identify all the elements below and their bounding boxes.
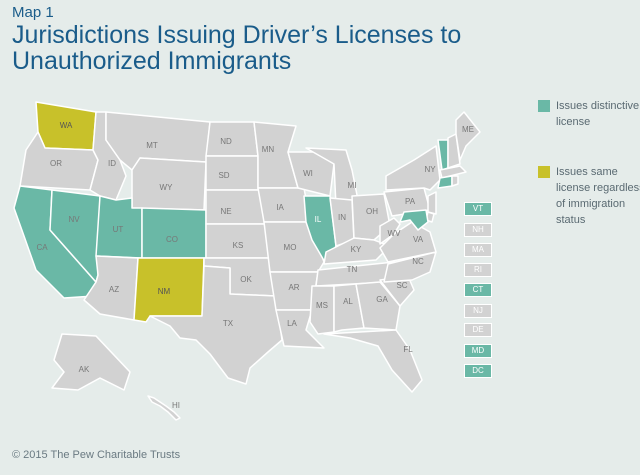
label-az: AZ — [109, 285, 119, 294]
label-hi: HI — [172, 401, 180, 410]
state-mo — [263, 221, 325, 273]
label-ne: NE — [220, 207, 231, 216]
label-ny: NY — [424, 165, 436, 174]
label-ca: CA — [36, 243, 48, 252]
label-tx: TX — [223, 319, 234, 328]
ne-box-ri: RI — [464, 263, 492, 277]
state-ia — [257, 187, 311, 223]
label-wi: WI — [303, 169, 313, 178]
label-ky: KY — [351, 245, 362, 254]
state-nj — [427, 191, 437, 215]
label-la: LA — [287, 319, 297, 328]
state-vt — [437, 139, 449, 171]
label-wa: WA — [60, 121, 73, 130]
state-hi — [147, 395, 181, 421]
label-ia: IA — [276, 203, 284, 212]
label-nm: NM — [158, 287, 171, 296]
label-il: IL — [315, 215, 322, 224]
label-mn: MN — [262, 145, 275, 154]
legend-text-same: Issues same license regardless of immigr… — [556, 166, 640, 226]
label-me: ME — [462, 125, 474, 134]
label-ut: UT — [113, 225, 124, 234]
state-ri — [451, 175, 459, 187]
ne-box-nh: NH — [464, 223, 492, 237]
label-mo: MO — [284, 243, 297, 252]
state-ma — [439, 165, 467, 179]
ne-box-vt: VT — [464, 202, 492, 216]
label-or: OR — [50, 159, 62, 168]
label-wy: WY — [160, 183, 174, 192]
label-ok: OK — [240, 275, 252, 284]
state-al — [333, 283, 365, 333]
label-nc: NC — [412, 257, 424, 266]
ne-box-de: DE — [464, 323, 492, 337]
label-ga: GA — [376, 295, 388, 304]
state-ct — [437, 175, 453, 189]
legend-swatch-distinctive — [538, 100, 550, 112]
state-wv — [379, 217, 401, 245]
label-sc: SC — [396, 281, 407, 290]
state-ga — [355, 281, 401, 331]
ne-box-ct: CT — [464, 283, 492, 297]
ne-box-ma: MA — [464, 243, 492, 257]
label-ms: MS — [316, 301, 328, 310]
legend-text-distinctive: Issues distinctive license — [556, 100, 640, 128]
state-sd — [205, 155, 259, 191]
map-title: Jurisdictions Issuing Driver’s Licenses … — [12, 21, 462, 75]
state-tx — [149, 265, 283, 385]
label-ks: KS — [233, 241, 244, 250]
legend-swatch-same — [538, 166, 550, 178]
label-va: VA — [413, 235, 424, 244]
label-pa: PA — [405, 197, 416, 206]
label-mi: MI — [348, 181, 357, 190]
label-sd: SD — [218, 171, 229, 180]
ne-box-md: MD — [464, 344, 492, 358]
state-la — [275, 309, 325, 349]
state-ak — [51, 333, 131, 391]
copyright-footer: © 2015 The Pew Charitable Trusts — [12, 449, 181, 461]
label-oh: OH — [366, 207, 378, 216]
us-map: WA OR CA NV ID MT WY UT CO AZ NM ND SD N… — [13, 101, 481, 421]
label-fl: FL — [403, 345, 413, 354]
label-al: AL — [343, 297, 353, 306]
label-nv: NV — [68, 215, 80, 224]
label-in: IN — [338, 213, 346, 222]
label-tn: TN — [347, 265, 358, 274]
label-id: ID — [108, 159, 116, 168]
label-ak: AK — [79, 365, 90, 374]
label-nd: ND — [220, 137, 232, 146]
ne-box-nj: NJ — [464, 304, 492, 318]
state-fl — [323, 329, 423, 393]
state-ms — [309, 285, 335, 335]
state-ny — [385, 145, 441, 191]
state-nd — [205, 121, 259, 157]
label-co: CO — [166, 235, 178, 244]
ne-box-dc: DC — [464, 364, 492, 378]
label-wv: WV — [388, 229, 402, 238]
state-md — [399, 209, 429, 231]
state-me — [455, 111, 481, 161]
label-ar: AR — [288, 283, 299, 292]
map-number-label: Map 1 — [12, 4, 54, 21]
state-co — [141, 207, 207, 259]
label-mt: MT — [146, 141, 158, 150]
